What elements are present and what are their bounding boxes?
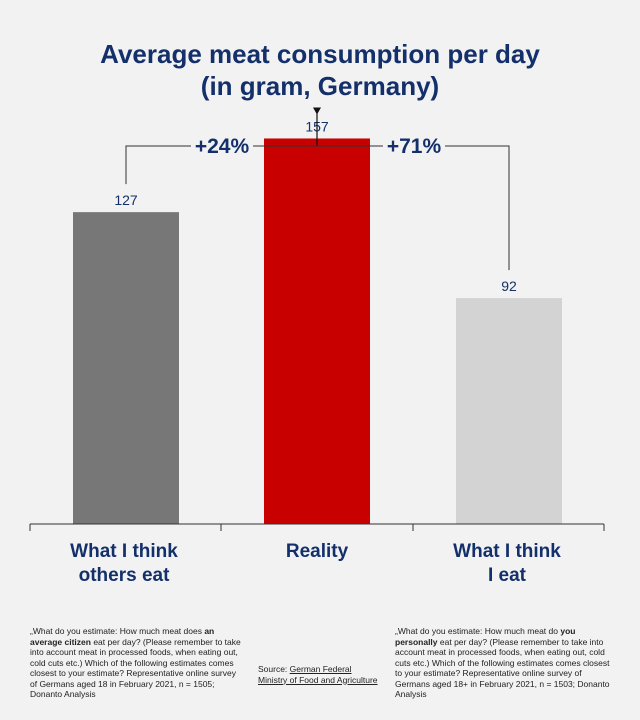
bracket-line-0 <box>125 145 191 185</box>
change-label-0: +24% <box>195 135 250 158</box>
bar-value-label-0: 127 <box>114 192 138 208</box>
arrow-head <box>313 107 321 115</box>
footnote-left: „What do you estimate: How much meat doe… <box>30 626 241 699</box>
chart-title-line2: (in gram, Germany) <box>200 71 440 101</box>
source-note: Source: German Federal Ministry of Food … <box>258 664 378 685</box>
source-link[interactable]: German Federal Ministry of Food and Agri… <box>258 664 378 685</box>
bar-1 <box>264 138 370 524</box>
category-label-others: What I think others eat <box>70 541 178 586</box>
bracket-line-1 <box>445 145 510 271</box>
bar-value-label-2: 92 <box>501 278 517 294</box>
footnote-right: „What do you estimate: How much meat do … <box>395 626 610 699</box>
change-label-1: +71% <box>387 135 442 158</box>
bar-0 <box>73 212 179 524</box>
chart-title: Average meat consumption per day (in gra… <box>0 38 640 102</box>
chart-title-line1: Average meat consumption per day <box>100 39 540 69</box>
category-label-reality: Reality <box>285 541 349 562</box>
category-label-self: What I think I eat <box>453 541 561 586</box>
bar-2 <box>456 298 562 524</box>
